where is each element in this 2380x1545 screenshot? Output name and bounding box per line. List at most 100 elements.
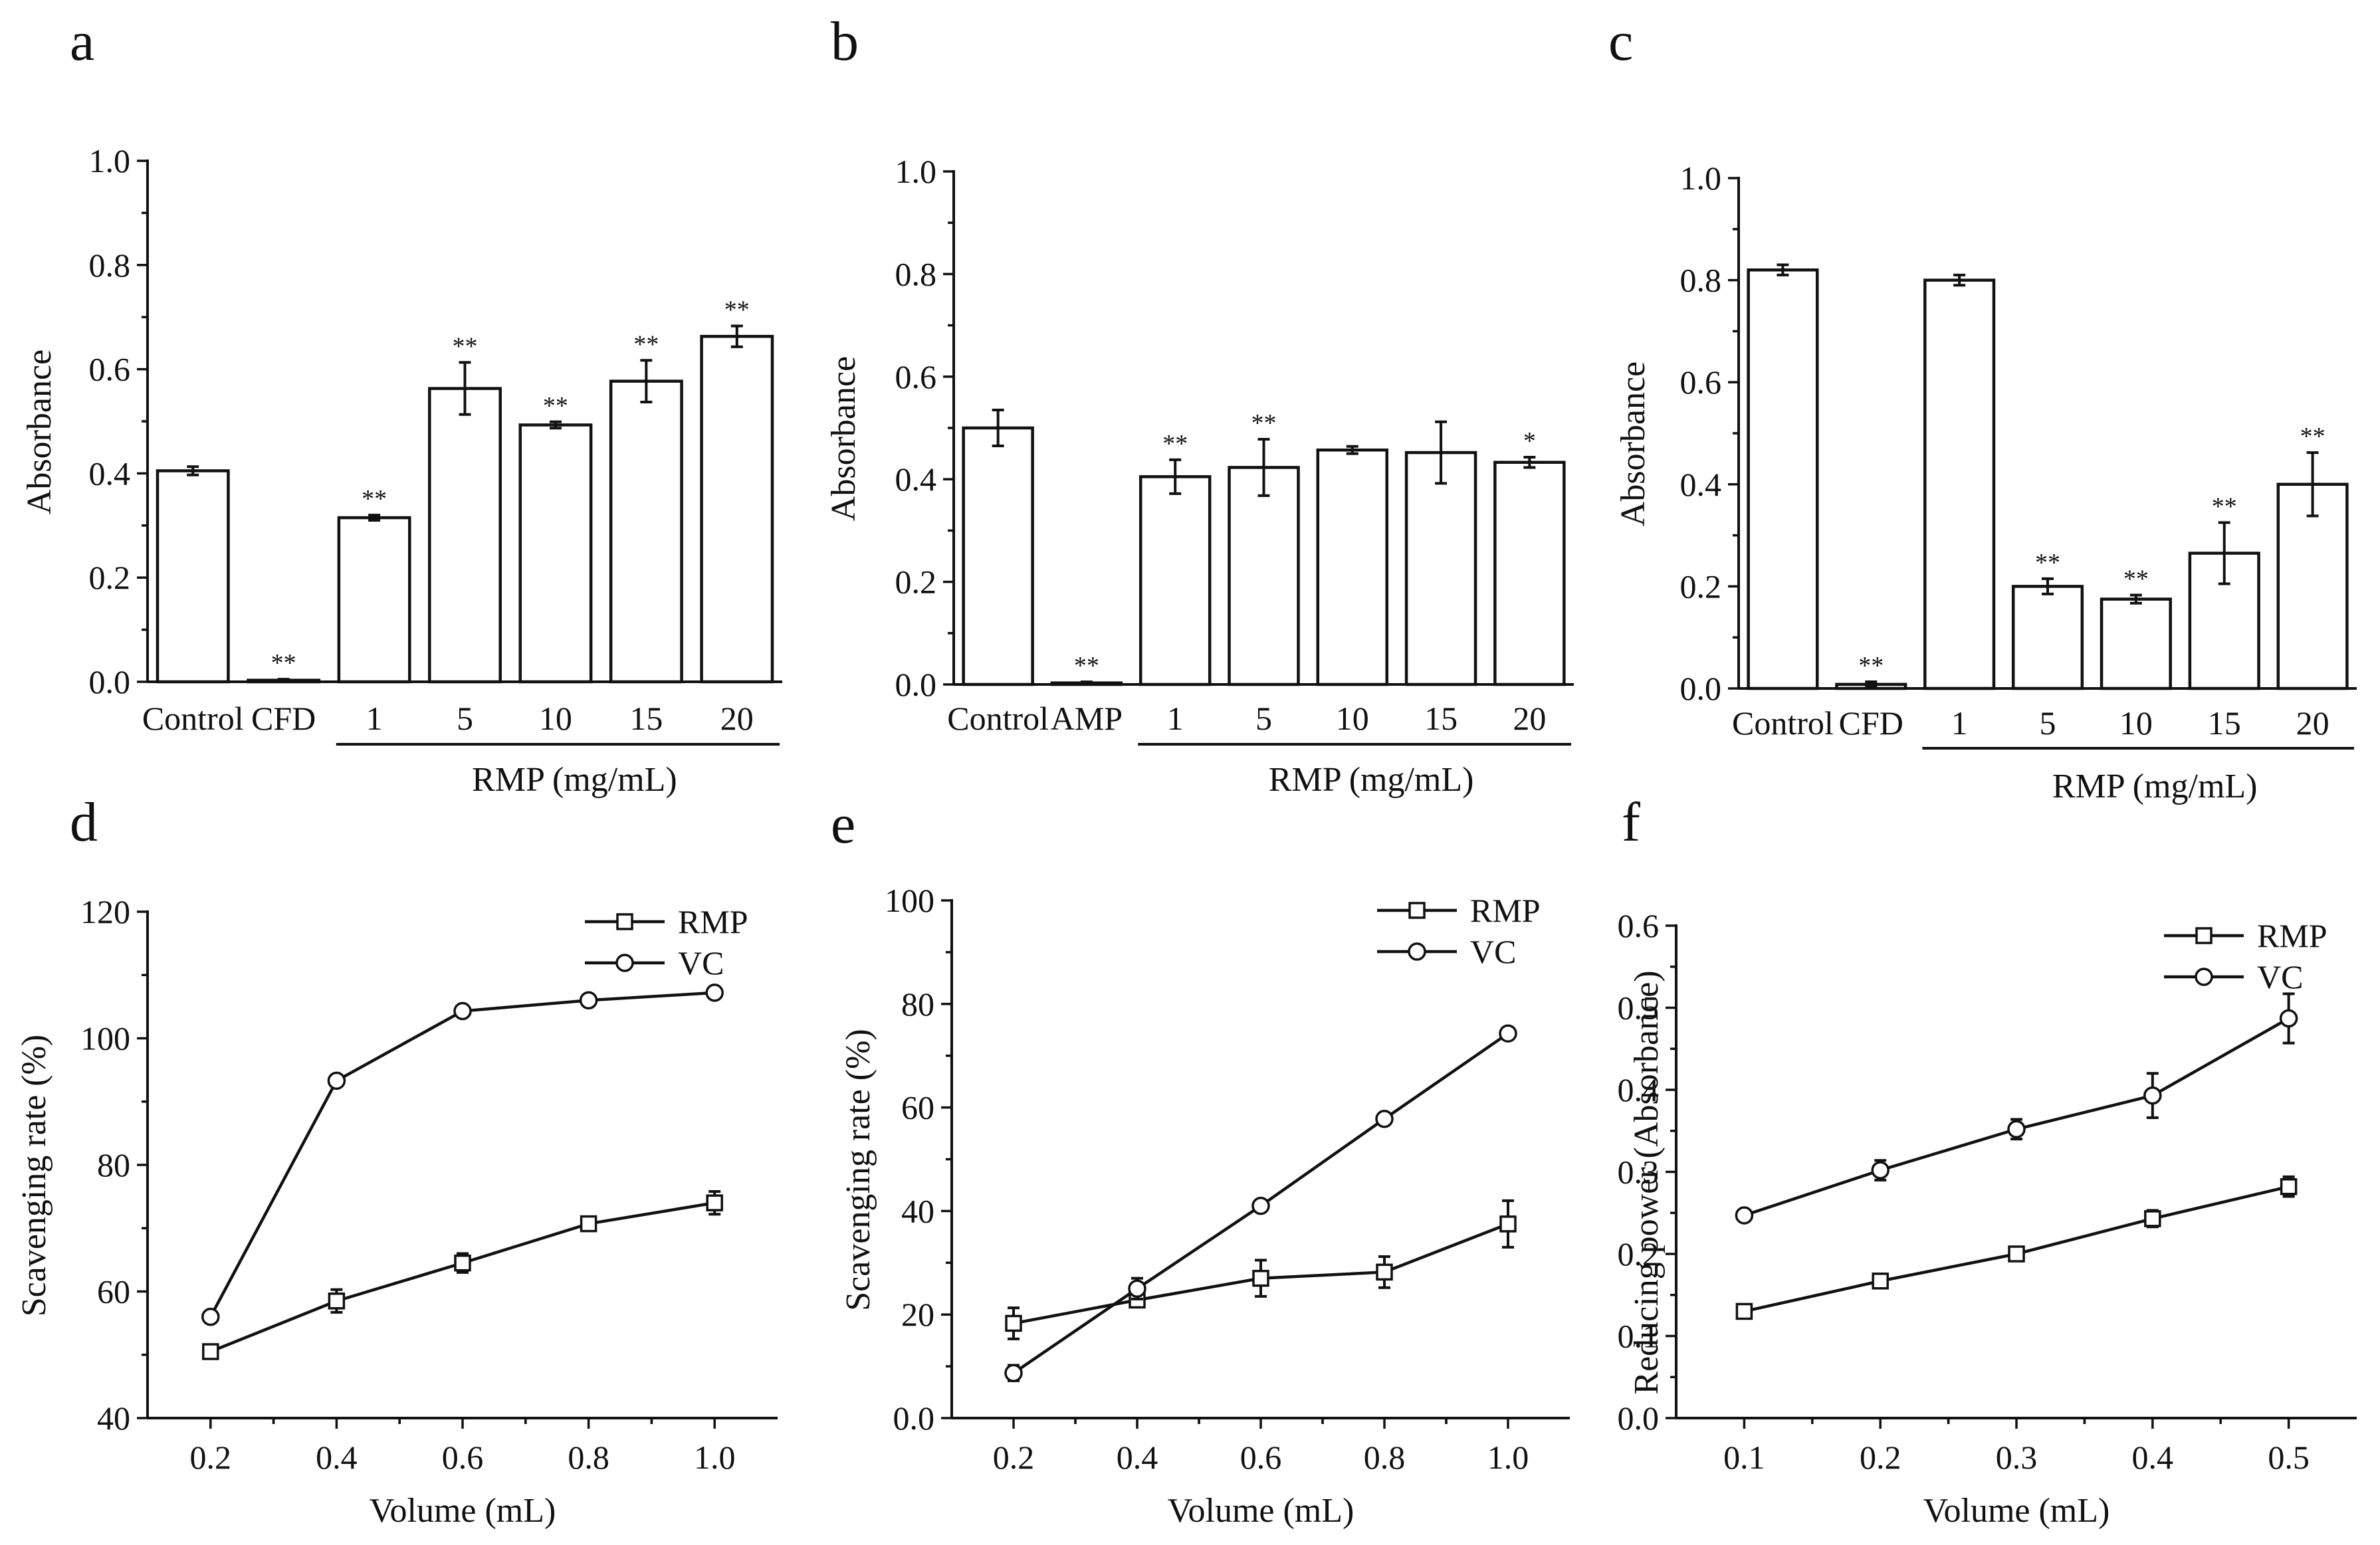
- group-label: RMP (mg/mL): [472, 761, 677, 799]
- y-tick-label: 0.2: [89, 559, 131, 596]
- marker-square: [1252, 1269, 1269, 1287]
- x-tick-label: 0.6: [442, 1439, 484, 1476]
- y-tick-label: 1.0: [89, 142, 131, 179]
- y-tick-label: 0.3: [1618, 1154, 1660, 1191]
- panel-c: c 0.0 0.2 0.4 0.6 0.8 1.0 Absorbance Control ** CF…: [1608, 11, 2357, 805]
- y-axis-title: Absorbance: [1614, 361, 1652, 526]
- y-tick-label: 0.8: [89, 247, 131, 284]
- y-tick-label: 0.6: [1618, 907, 1660, 944]
- marker-square: [202, 1343, 219, 1360]
- marker-circle: [1871, 1161, 1890, 1180]
- series-vc: [1735, 992, 2298, 1225]
- marker-circle: [201, 1307, 220, 1326]
- marker-circle: [453, 1001, 472, 1021]
- significance-marker: **: [271, 649, 296, 677]
- category-label: 5: [2040, 704, 2056, 742]
- x-tick-label: 0.2: [993, 1439, 1035, 1476]
- panel-d: d 40 60 80 100 120 0.2 0.4 0.6 0.8 1.0 Scavenging r…: [15, 791, 778, 1530]
- category-label: 15: [629, 700, 663, 737]
- marker-square: [580, 1215, 597, 1233]
- significance-marker: **: [543, 392, 568, 420]
- x-tick-label: 0.8: [568, 1439, 609, 1476]
- bar-a-6: [700, 334, 774, 684]
- x-tick-label: 0.2: [1860, 1439, 1901, 1476]
- category-label: 20: [720, 700, 754, 737]
- panel-b: b 0.0 0.2 0.4 0.6 0.8 1.0 Absorbance Control ** AM…: [825, 11, 1574, 799]
- significance-marker: **: [1162, 430, 1188, 458]
- marker-square: [2195, 927, 2213, 944]
- y-axis-title: Scavenging rate (%): [15, 1035, 53, 1316]
- marker-circle: [2279, 1009, 2298, 1028]
- y-tick-label: 80: [901, 985, 934, 1023]
- marker-square: [616, 913, 633, 930]
- y-tick-label: 0.0: [895, 666, 937, 703]
- legend: RMP VC: [585, 903, 748, 981]
- x-tick-label: 0.4: [1117, 1439, 1158, 1476]
- significance-marker: **: [2212, 492, 2237, 520]
- x-axis-title: Volume (mL): [1168, 1492, 1354, 1530]
- category-label: Control: [947, 700, 1049, 737]
- y-axis-title: Absorbance: [825, 356, 863, 521]
- x-tick-label: 0.3: [1996, 1439, 2038, 1476]
- category-label: 10: [539, 700, 572, 737]
- x-tick-label: 0.5: [2268, 1439, 2310, 1476]
- bar-b-5: [1404, 451, 1477, 686]
- category-label: AMP: [1051, 700, 1123, 737]
- significance-marker: **: [1858, 652, 1884, 680]
- y-tick-label: 0.0: [1680, 670, 1722, 707]
- x-tick-label: 0.2: [190, 1439, 232, 1476]
- series-rmp: [1735, 1175, 2298, 1320]
- panel-label: f: [1622, 791, 1640, 853]
- category-label: Control: [1732, 704, 1834, 742]
- bar-b-3: [1228, 466, 1300, 686]
- marker-circle: [1251, 1196, 1270, 1215]
- y-tick-label: 0.8: [1680, 262, 1722, 299]
- category-label: 20: [1513, 700, 1546, 737]
- legend-label: RMP: [2257, 917, 2327, 954]
- legend-label: VC: [2257, 958, 2303, 995]
- series-rmp: [1005, 1199, 1517, 1340]
- marker-circle: [327, 1071, 346, 1090]
- y-tick-label: 0.6: [1680, 363, 1722, 401]
- y-axis-title: Scavenging rate (%): [839, 1029, 877, 1310]
- x-tick-label: 0.8: [1364, 1439, 1406, 1476]
- marker-circle: [2007, 1120, 2026, 1139]
- panel-a: a 0.0 0.2 0.4 0.6 0.8 1.0 Absorbance Control ** CF…: [21, 11, 782, 799]
- bar-c-3: [2011, 585, 2084, 690]
- bar-c-0: [1747, 268, 1819, 690]
- significance-marker: **: [2300, 423, 2326, 451]
- bar-c-2: [1923, 278, 1996, 690]
- category-label: Control: [142, 700, 244, 737]
- legend-label: RMP: [678, 903, 748, 940]
- significance-marker: **: [724, 296, 750, 324]
- y-tick-label: 20: [901, 1296, 934, 1333]
- panel-label: b: [831, 11, 859, 72]
- marker-square: [328, 1292, 346, 1310]
- y-tick-label: 40: [97, 1399, 130, 1437]
- significance-marker: *: [1523, 427, 1536, 455]
- group-label: RMP (mg/mL): [1269, 761, 1474, 799]
- bar-c-4: [2100, 597, 2172, 690]
- bar-b-4: [1316, 448, 1389, 686]
- y-tick-label: 0.0: [893, 1399, 935, 1437]
- bar-a-0: [156, 469, 230, 684]
- y-tick-label: 80: [97, 1146, 130, 1184]
- x-tick-label: 0.4: [2132, 1439, 2174, 1476]
- y-tick-label: 0.4: [1680, 466, 1722, 503]
- bar-a-3: [428, 387, 502, 684]
- bar-c-6: [2276, 482, 2349, 690]
- category-label: 15: [2208, 704, 2241, 742]
- marker-circle: [1499, 1024, 1517, 1043]
- y-tick-label: 0.6: [895, 358, 937, 395]
- significance-marker: **: [453, 332, 478, 360]
- panel-label: a: [70, 11, 94, 72]
- significance-marker: **: [1074, 652, 1099, 680]
- marker-square: [2280, 1178, 2298, 1195]
- y-tick-label: 0.4: [89, 455, 131, 492]
- significance-marker: **: [633, 330, 659, 358]
- marker-circle: [2143, 1086, 2162, 1105]
- legend-label: VC: [678, 944, 724, 981]
- bar-b-2: [1138, 475, 1212, 686]
- bar-b-0: [962, 426, 1034, 686]
